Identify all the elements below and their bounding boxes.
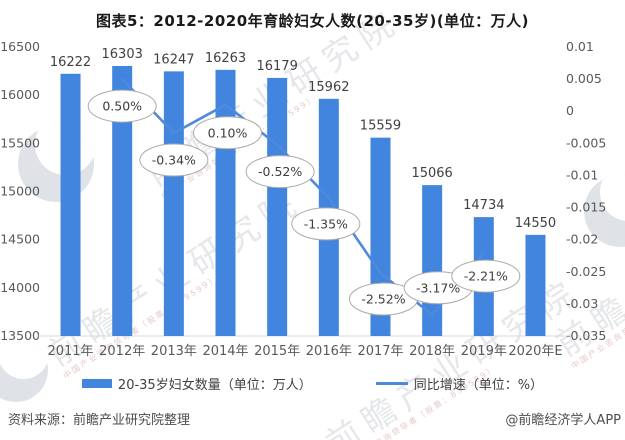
left-axis-tick: 13500 (0, 328, 40, 343)
left-axis-tick: 16500 (0, 39, 40, 54)
x-axis-label: 2012年 (99, 344, 145, 359)
footer: 资料来源：前瞻产业研究院整理 @前瞻经济学人APP (0, 409, 625, 428)
growth-callout (291, 207, 361, 241)
growth-callout-label: -3.17% (416, 280, 460, 295)
x-axis-label: 2020年E (508, 344, 562, 359)
right-axis-tick: -0.035 (566, 328, 606, 343)
right-axis-tick: -0.015 (566, 200, 606, 215)
growth-callout-label: -2.21% (464, 269, 508, 284)
x-axis-label: 2019年 (461, 344, 507, 359)
left-axis-tick: 14500 (0, 232, 40, 247)
bar-value-label: 14734 (463, 198, 504, 213)
legend-item-line-series: 同比增速（单位：%） (375, 374, 544, 393)
bar-swatch-icon (81, 379, 112, 388)
x-axis-label: 2014年 (202, 344, 248, 359)
growth-callout (87, 89, 157, 123)
left-axis-tick: 14000 (0, 280, 40, 295)
growth-callout (245, 155, 315, 189)
growth-callout-label: 0.50% (102, 99, 142, 114)
growth-callout-label: -0.52% (258, 164, 302, 179)
growth-callout (193, 116, 263, 150)
growth-callout-label: -2.52% (361, 292, 405, 307)
chart-title: 图表5：2012-2020年育龄妇女人数(20-35岁)(单位：万人) (95, 12, 530, 30)
bar-value-label: 16263 (205, 51, 246, 66)
growth-callout-label: 0.10% (208, 125, 248, 140)
x-axis-label: 2013年 (151, 344, 197, 359)
right-axis-tick: 0.01 (566, 39, 594, 54)
right-axis-tick: -0.025 (566, 264, 606, 279)
right-axis-tick: -0.01 (566, 167, 598, 182)
source-note: 资料来源：前瞻产业研究院整理 (8, 413, 191, 428)
bar-2020年E (525, 234, 546, 336)
right-axis-tick: -0.03 (566, 296, 598, 311)
growth-callout (139, 143, 209, 177)
bar-2013年 (163, 71, 184, 337)
x-axis-label: 2015年 (254, 344, 300, 359)
x-axis-label: 2011年 (47, 344, 93, 359)
legend-item-bar-series: 20-35岁妇女数量（单位：万人） (81, 374, 312, 393)
x-axis-label: 2018年 (409, 344, 455, 359)
bar-value-label: 14550 (515, 216, 556, 231)
left-axis-tick: 15500 (0, 135, 40, 150)
legend-line-label: 同比增速（单位：%） (413, 378, 544, 393)
legend-bar-label: 20-35岁妇女数量（单位：万人） (117, 378, 312, 393)
left-axis-tick: 16000 (0, 87, 40, 102)
bar-value-label: 16247 (153, 52, 194, 67)
growth-callout (451, 259, 521, 293)
right-axis-tick: 0 (566, 103, 574, 118)
right-axis-tick: 0.005 (566, 71, 602, 86)
bar-2011年 (60, 73, 81, 336)
bar-value-label: 15962 (308, 80, 349, 95)
bar-value-label: 15559 (360, 119, 401, 134)
brand-credit: @前瞻经济学人APP (505, 413, 621, 428)
right-axis-tick: -0.02 (566, 232, 598, 247)
x-axis-label: 2016年 (306, 344, 352, 359)
right-axis-tick: -0.005 (566, 135, 606, 150)
bar-2015年 (267, 77, 288, 336)
growth-callout-label: -0.34% (152, 153, 196, 168)
bar-value-label: 15066 (411, 166, 452, 181)
bar-value-label: 16303 (102, 47, 143, 62)
left-axis-tick: 15000 (0, 184, 40, 199)
bar-value-label: 16179 (256, 59, 297, 74)
line-swatch-icon (375, 382, 408, 385)
bar-2012年 (112, 65, 133, 337)
x-axis-label: 2017年 (357, 344, 403, 359)
growth-callout-label: -1.35% (304, 216, 348, 231)
bar-value-label: 16222 (50, 55, 91, 70)
legend: 20-35岁妇女数量（单位：万人） 同比增速（单位：%） (0, 374, 625, 393)
